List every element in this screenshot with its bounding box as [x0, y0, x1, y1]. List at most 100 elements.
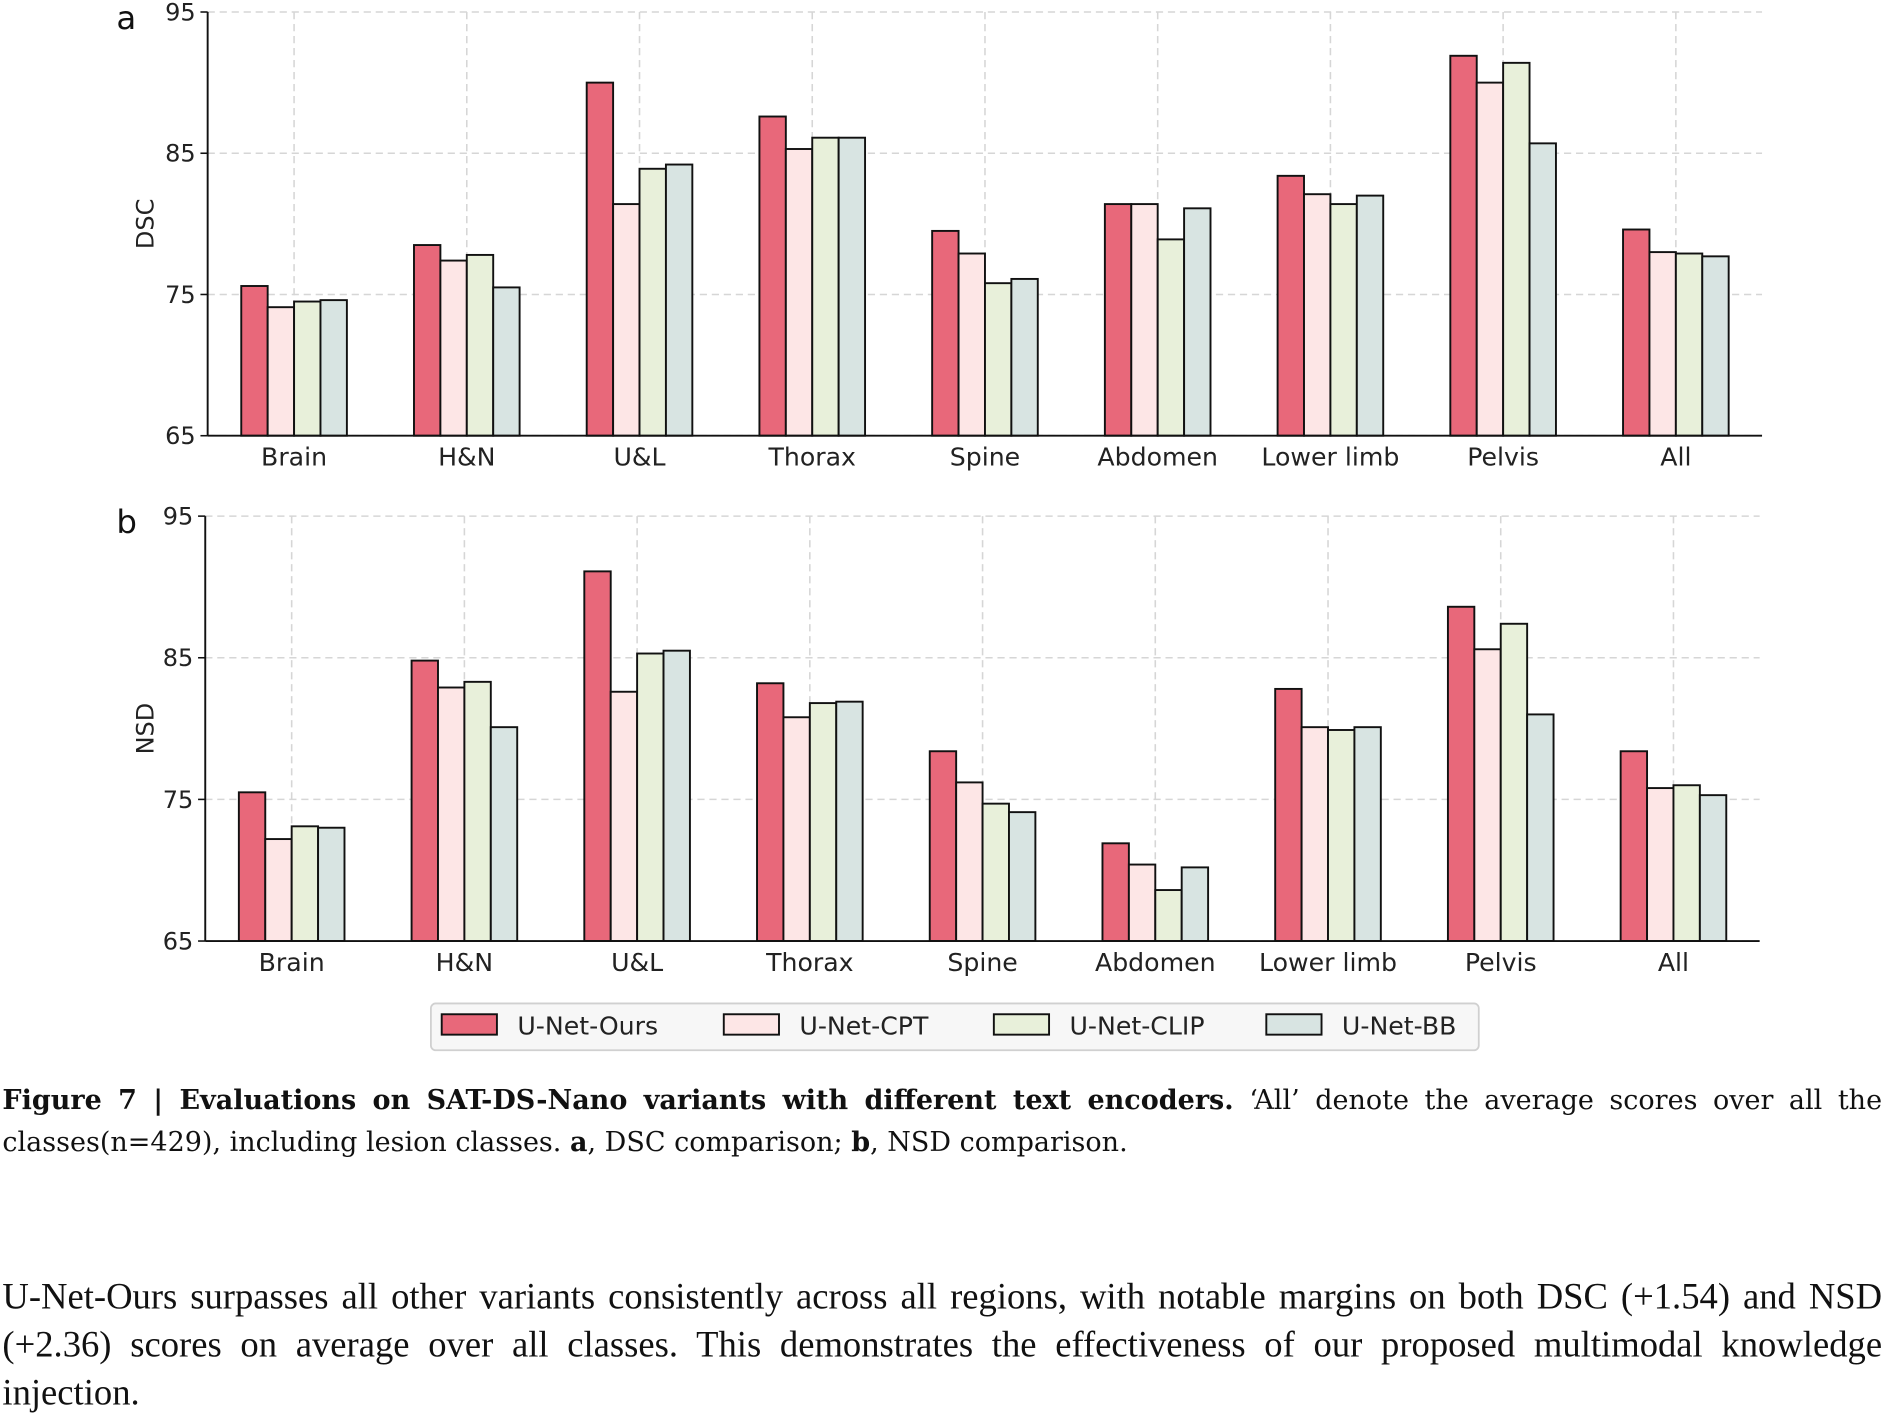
legend-swatch-u-net-cpt: [722, 1013, 780, 1036]
y-tick-label: 75: [165, 281, 196, 309]
legend-label: U-Net-CLIP: [1069, 1012, 1204, 1041]
y-axis-label: DSC: [132, 199, 160, 249]
bar-u-net-bb: [1701, 255, 1730, 437]
bar-u-net-ours: [1449, 54, 1478, 437]
bar-u-net-clip: [1154, 889, 1183, 942]
bar-u-net-bb: [664, 163, 694, 437]
y-tick-label: 95: [163, 503, 194, 531]
bar-u-net-clip: [465, 253, 495, 437]
caption-text: ‘All’ denote the average scores over all…: [2, 1085, 1882, 1159]
bar-u-net-clip: [811, 136, 840, 437]
bar-u-net-bb: [317, 826, 346, 942]
x-tick-label: Abdomen: [1095, 948, 1216, 977]
x-tick-label: Brain: [259, 948, 325, 977]
bar-u-net-clip: [984, 282, 1013, 437]
caption-b: b: [851, 1127, 871, 1159]
bar-u-net-clip: [463, 680, 492, 942]
bar-u-net-clip: [293, 300, 322, 437]
bar-u-net-cpt: [955, 781, 984, 942]
x-tick-label: Lower limb: [1261, 443, 1399, 472]
bar-u-net-ours: [583, 570, 612, 942]
bar-u-net-clip: [638, 167, 667, 437]
bar-u-net-cpt: [439, 259, 468, 437]
bar-u-net-clip: [1674, 252, 1704, 437]
figure-chart: Brain H&N U&L Thorax Spine Abdomen Lower limb P…: [116, 0, 1763, 1052]
bar-u-net-ours: [585, 81, 615, 437]
panel-a-dsc: Brain H&N U&L Thorax Spine Abdomen Lower limb P…: [116, 0, 1763, 472]
bar-u-net-cpt: [1648, 251, 1677, 437]
bar-u-net-cpt: [437, 686, 466, 942]
bar-u-net-ours: [1103, 203, 1133, 437]
bar-u-net-bb: [1528, 142, 1557, 437]
x-tick-label: Pelvis: [1467, 443, 1539, 472]
bar-u-net-cpt: [1475, 81, 1505, 437]
y-axis-label: NSD: [132, 703, 160, 755]
bar-u-net-cpt: [782, 716, 811, 942]
bar-u-net-bb: [835, 700, 864, 942]
bar-u-net-cpt: [612, 203, 641, 437]
body-paragraph: U-Net-Ours surpasses all other variants …: [2, 1275, 1882, 1413]
x-tick-label: Thorax: [768, 443, 857, 472]
x-tick-label: All: [1658, 948, 1689, 977]
panel-label: a: [116, 0, 136, 37]
legend-swatch-u-net-clip: [992, 1013, 1051, 1036]
legend-label: U-Net-Ours: [517, 1012, 658, 1041]
bar-u-net-cpt: [1473, 648, 1502, 942]
bar-u-net-cpt: [266, 306, 296, 437]
bar-u-net-clip: [290, 825, 320, 942]
y-tick-label: 95: [165, 0, 196, 26]
bar-u-net-bb: [319, 299, 348, 437]
bar-u-net-ours: [240, 285, 269, 437]
bar-u-net-clip: [1502, 61, 1531, 437]
legend-box: [430, 1002, 1480, 1052]
x-tick-label: Spine: [950, 443, 1020, 472]
bar-u-net-clip: [1499, 622, 1529, 942]
y-tick-label: 65: [163, 927, 194, 955]
x-tick-label: Pelvis: [1465, 948, 1537, 977]
y-tick-label: 65: [165, 422, 196, 450]
bar-u-net-ours: [1622, 228, 1651, 437]
x-tick-label: U&L: [613, 443, 665, 472]
legend-label: U-Net-BB: [1342, 1012, 1457, 1041]
x-tick-label: U&L: [611, 948, 663, 977]
bar-u-net-cpt: [1127, 863, 1157, 942]
y-tick-label: 85: [165, 140, 196, 168]
bar-u-net-bb: [837, 136, 867, 437]
bar-u-net-cpt: [1130, 203, 1159, 437]
caption-text-3: , NSD comparison.: [870, 1127, 1128, 1159]
caption-a: a: [569, 1127, 588, 1159]
bar-u-net-cpt: [784, 148, 814, 437]
panel-b-nsd: Brain H&N U&L Thorax Spine Abdomen Lower limb P…: [116, 503, 1760, 977]
bar-u-net-ours: [756, 682, 785, 942]
bar-u-net-bb: [1355, 194, 1385, 437]
bar-u-net-bb: [1183, 207, 1212, 437]
bar-u-net-bb: [1526, 713, 1555, 942]
bar-u-net-ours: [1101, 842, 1130, 942]
bar-u-net-clip: [981, 802, 1010, 942]
y-tick-label: 85: [163, 644, 194, 672]
legend-swatch-u-net-ours: [440, 1013, 498, 1036]
x-tick-label: H&N: [436, 948, 493, 977]
bar-u-net-bb: [662, 649, 691, 942]
x-tick-label: Spine: [947, 948, 1017, 977]
bar-u-net-bb: [492, 286, 521, 437]
bar-u-net-ours: [928, 750, 958, 942]
x-tick-label: Lower limb: [1259, 948, 1397, 977]
bar-u-net-ours: [1276, 174, 1305, 437]
bar-u-net-ours: [413, 244, 442, 437]
bar-u-net-cpt: [1646, 787, 1675, 942]
legend-swatch-u-net-bb: [1265, 1013, 1323, 1036]
bar-u-net-cpt: [1303, 193, 1332, 437]
bar-u-net-bb: [1008, 811, 1037, 942]
figure-caption: Figure 7 | Evaluations on SAT-DS-Nano va…: [2, 1080, 1882, 1164]
bar-u-net-bb: [489, 726, 519, 942]
bar-u-net-ours: [237, 791, 267, 942]
x-tick-label: Abdomen: [1097, 443, 1218, 472]
caption-label: Figure 7 | Evaluations on SAT-DS-Nano va…: [2, 1085, 1234, 1117]
bar-u-net-bb: [1010, 277, 1039, 437]
bar-u-net-clip: [1329, 203, 1358, 437]
x-tick-label: Thorax: [765, 948, 854, 977]
caption-text-2: , DSC comparison;: [587, 1127, 852, 1159]
bar-u-net-cpt: [264, 838, 293, 942]
